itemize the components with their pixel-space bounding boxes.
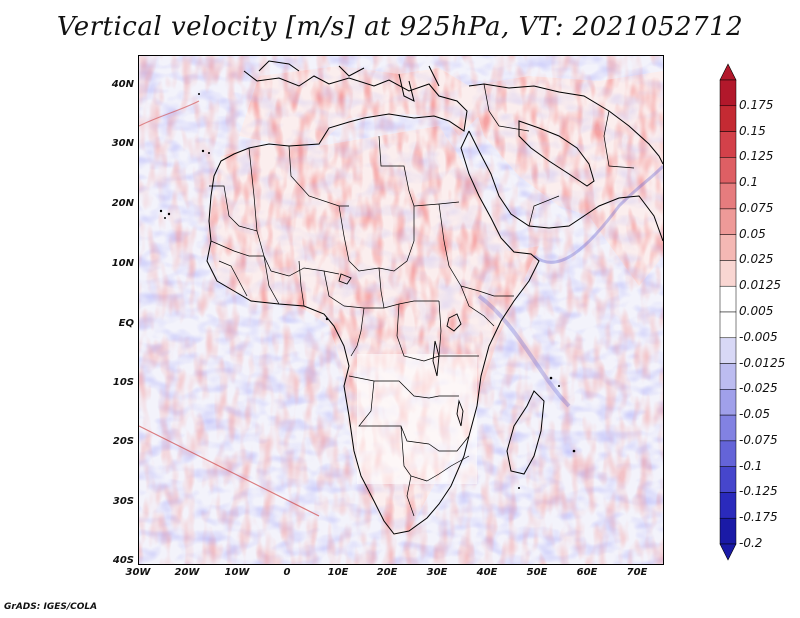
colorbar-bottom-arrow xyxy=(719,543,737,561)
colorbar-tick-label: 0.05 xyxy=(739,226,766,241)
colorbar-segment xyxy=(719,311,737,339)
colorbar-segment xyxy=(719,517,737,545)
colorbar-tick-label: 0.005 xyxy=(739,304,774,318)
colorbar-tick-label: -0.075 xyxy=(739,432,778,447)
coastlines xyxy=(206,60,663,535)
colorbar-svg xyxy=(719,63,737,561)
colorbar: 0.175 0.15 0.125 0.1 0.075 0.05 0.025 0.0125 0.0… xyxy=(718,62,800,562)
lakes xyxy=(338,273,464,427)
lat-label-40n: 40N xyxy=(111,79,134,90)
colorbar-tick-label: 0.1 xyxy=(739,175,759,190)
footer-credit: GrADS: IGES/COLA xyxy=(4,602,98,612)
arabian-sea-band xyxy=(533,164,663,264)
colorbar-tick-label: -0.175 xyxy=(739,510,778,525)
colorbar-segment xyxy=(719,466,737,493)
colorbar-segment xyxy=(719,337,737,364)
colorbar-tick-label: -0.005 xyxy=(739,329,778,344)
colorbar-segment xyxy=(719,363,737,390)
lat-label-40s: 40S xyxy=(112,555,134,566)
colorbar-tick-label: -0.0125 xyxy=(739,355,786,370)
colorbar-segment xyxy=(719,157,737,184)
colorbar-tick-label: -0.05 xyxy=(739,407,771,422)
colorbar-segment xyxy=(719,285,737,313)
frontal-line-north xyxy=(139,100,200,127)
colorbar-segment xyxy=(719,131,737,158)
lon-label-10e: 10E xyxy=(327,567,349,578)
colorbar-tick-label: -0.2 xyxy=(739,536,763,550)
colorbar-tick-label: 0.0125 xyxy=(739,278,781,293)
lat-label-30n: 30N xyxy=(111,138,134,149)
frontal-line xyxy=(139,425,320,517)
lat-label-10s: 10S xyxy=(112,377,134,388)
colorbar-segment xyxy=(719,389,737,416)
colorbar-segment xyxy=(719,234,737,261)
country-borders xyxy=(209,83,635,517)
lon-label-50e: 50E xyxy=(526,567,548,578)
lon-label-0: 0 xyxy=(283,567,291,578)
colorbar-segment xyxy=(719,79,737,107)
colorbar-tick-label: 0.15 xyxy=(739,123,766,138)
colorbar-tick-label: 0.175 xyxy=(739,97,774,112)
colorbar-segment xyxy=(719,260,737,287)
colorbar-tick-label: 0.125 xyxy=(739,149,774,164)
lon-label-30e: 30E xyxy=(426,567,448,578)
colorbar-segment xyxy=(719,208,737,235)
lat-label-20n: 20N xyxy=(111,198,134,209)
colorbar-tick-label: -0.125 xyxy=(739,484,778,499)
map-svg xyxy=(139,56,663,564)
islands xyxy=(159,93,576,489)
colorbar-segment xyxy=(719,414,737,442)
lon-label-20w: 20W xyxy=(174,567,200,578)
colorbar-segment xyxy=(719,440,737,467)
lat-label-eq: EQ xyxy=(118,318,134,329)
lat-label-10n: 10N xyxy=(111,258,134,269)
lon-label-40e: 40E xyxy=(476,567,498,578)
colorbar-segment xyxy=(719,105,737,132)
colorbar-tick-label: -0.025 xyxy=(739,381,778,396)
lon-label-10w: 10W xyxy=(224,567,250,578)
colorbar-tick-label: -0.1 xyxy=(739,458,763,473)
lon-label-30w: 30W xyxy=(125,567,151,578)
lon-label-20e: 20E xyxy=(376,567,398,578)
lon-label-70e: 70E xyxy=(626,567,648,578)
lat-label-20s: 20S xyxy=(112,436,134,447)
figure-title: Vertical velocity [m/s] at 925hPa, VT: 2… xyxy=(56,12,744,42)
colorbar-tick-label: 0.075 xyxy=(739,200,774,215)
map-plot-area xyxy=(138,55,664,565)
somali-jet-band xyxy=(477,294,571,408)
lon-label-60e: 60E xyxy=(576,567,598,578)
colorbar-tick-label: 0.025 xyxy=(739,252,774,267)
colorbar-segment xyxy=(719,182,737,210)
lat-label-30s: 30S xyxy=(112,496,134,507)
colorbar-segment xyxy=(719,492,737,519)
colorbar-top-arrow xyxy=(719,63,737,81)
